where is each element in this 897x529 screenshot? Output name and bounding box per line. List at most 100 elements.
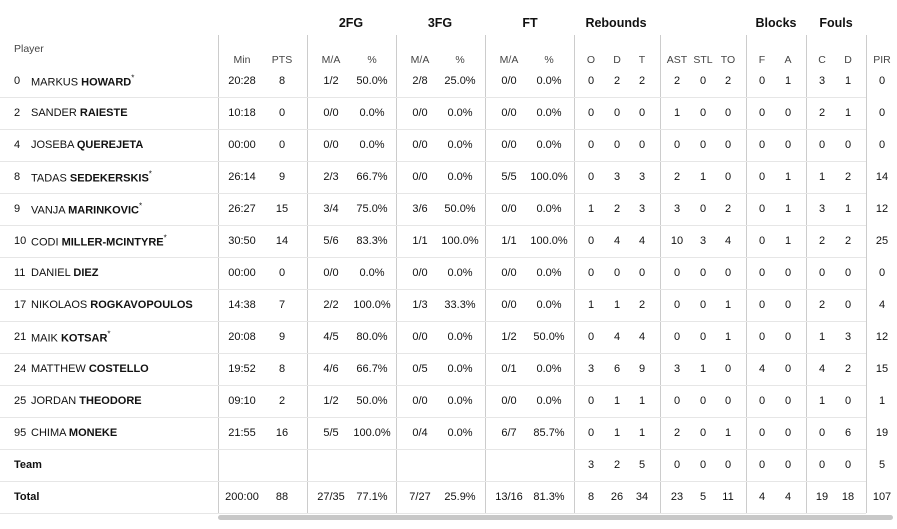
stat-cell: 0 bbox=[844, 139, 852, 151]
stat-cell: 3/6 bbox=[412, 203, 428, 215]
player-name: VANJA MARINKOVIC* bbox=[31, 202, 142, 217]
row-divider bbox=[0, 161, 866, 162]
stat-cell: 85.7% bbox=[533, 427, 565, 439]
stat-cell: 107 bbox=[872, 491, 892, 503]
row-divider bbox=[0, 129, 866, 130]
stat-cell: 0 bbox=[724, 459, 732, 471]
stat-cell: 23 bbox=[670, 491, 684, 503]
stat-cell: 0 bbox=[784, 267, 792, 279]
stat-cell: 1 bbox=[784, 203, 792, 215]
stat-cell: 1 bbox=[818, 395, 826, 407]
stat-cell: 3 bbox=[673, 203, 681, 215]
stat-cell: 0 bbox=[758, 235, 766, 247]
stat-cell: 3 bbox=[638, 171, 646, 183]
stat-cell: 2 bbox=[638, 75, 646, 87]
stat-cell: 5 bbox=[638, 459, 646, 471]
stat-cell: 1 bbox=[587, 203, 595, 215]
player-number: 17 bbox=[14, 299, 27, 311]
name-part: HOWARD bbox=[81, 76, 132, 89]
stat-cell: 0.0% bbox=[447, 427, 473, 439]
stat-cell: 1 bbox=[638, 395, 646, 407]
stat-cell: 9 bbox=[638, 363, 646, 375]
column-header: % bbox=[367, 54, 377, 66]
player-name: TADAS SEDEKERSKIS* bbox=[31, 170, 152, 185]
stat-cell: 83.3% bbox=[356, 235, 388, 247]
column-divider bbox=[866, 35, 867, 513]
stat-cell: 200:00 bbox=[225, 491, 259, 503]
stat-cell: 1 bbox=[638, 427, 646, 439]
stat-cell: 1 bbox=[673, 107, 681, 119]
player-number: 0 bbox=[14, 75, 21, 87]
row-divider bbox=[0, 481, 866, 482]
stat-cell: 0 bbox=[878, 75, 886, 87]
column-divider bbox=[574, 35, 575, 513]
stat-cell: 4 bbox=[758, 491, 766, 503]
stat-cell: 0 bbox=[818, 427, 826, 439]
group-header: 3FG bbox=[427, 16, 453, 30]
player-number: 25 bbox=[14, 395, 27, 407]
stat-cell: 15 bbox=[275, 203, 289, 215]
stat-cell: 50.0% bbox=[356, 75, 388, 87]
stat-cell: 0/0 bbox=[412, 331, 428, 343]
stat-cell: 0 bbox=[587, 331, 595, 343]
stat-cell: 14 bbox=[275, 235, 289, 247]
stat-cell: 5 bbox=[699, 491, 707, 503]
stat-cell: 0/0 bbox=[501, 395, 517, 407]
stat-cell: 3 bbox=[818, 203, 826, 215]
stat-cell: 0/0 bbox=[323, 107, 339, 119]
stat-cell: 0 bbox=[699, 267, 707, 279]
stat-cell: 4 bbox=[638, 235, 646, 247]
name-part: THEODORE bbox=[79, 395, 142, 407]
stat-cell: 0.0% bbox=[536, 267, 562, 279]
stat-cell: 0 bbox=[587, 171, 595, 183]
stat-cell: 0.0% bbox=[536, 395, 562, 407]
stat-cell: 0 bbox=[784, 107, 792, 119]
stat-cell: 0 bbox=[878, 107, 886, 119]
stat-cell: 0 bbox=[784, 299, 792, 311]
column-divider bbox=[660, 35, 661, 513]
stat-cell: 0 bbox=[758, 395, 766, 407]
stat-cell: 0/0 bbox=[323, 139, 339, 151]
stat-cell: 19 bbox=[875, 427, 889, 439]
stat-cell: 2 bbox=[724, 203, 732, 215]
name-part: QUEREJETA bbox=[76, 139, 144, 151]
stat-cell: 0.0% bbox=[447, 139, 473, 151]
column-divider bbox=[746, 35, 747, 513]
column-header: D bbox=[613, 54, 621, 66]
stat-cell: 1 bbox=[699, 363, 707, 375]
column-divider bbox=[218, 35, 219, 513]
stat-cell: 0 bbox=[758, 427, 766, 439]
stat-cell: 0 bbox=[278, 139, 286, 151]
name-part: KOTSAR bbox=[60, 332, 108, 345]
row-divider bbox=[0, 513, 866, 514]
stat-cell: 80.0% bbox=[356, 331, 388, 343]
stat-cell: 0/0 bbox=[412, 139, 428, 151]
stat-cell: 2/3 bbox=[323, 171, 339, 183]
player-name: CHIMA MONEKE bbox=[31, 427, 117, 439]
stat-cell: 0 bbox=[758, 75, 766, 87]
stat-cell: 2 bbox=[278, 395, 286, 407]
stat-cell: 1 bbox=[613, 427, 621, 439]
stat-cell: 0.0% bbox=[536, 363, 562, 375]
stat-cell: 0 bbox=[784, 395, 792, 407]
player-number: 24 bbox=[14, 363, 27, 375]
player-number: 95 bbox=[14, 427, 27, 439]
name-part: DANIEL bbox=[31, 267, 74, 279]
stat-cell: 1 bbox=[818, 331, 826, 343]
name-part: SANDER bbox=[31, 107, 80, 119]
column-header: C bbox=[818, 54, 826, 66]
stat-cell: 25.9% bbox=[444, 491, 476, 503]
stat-cell: 0/0 bbox=[501, 299, 517, 311]
stat-cell: 0 bbox=[758, 459, 766, 471]
stat-cell: 0/0 bbox=[323, 267, 339, 279]
stat-cell: 0 bbox=[844, 459, 852, 471]
stat-cell: 8 bbox=[587, 491, 595, 503]
stat-cell: 0 bbox=[587, 427, 595, 439]
stat-cell: 25 bbox=[875, 235, 889, 247]
stat-cell: 0/5 bbox=[412, 363, 428, 375]
stat-cell: 0 bbox=[613, 139, 621, 151]
player-name: MARKUS HOWARD* bbox=[31, 74, 134, 89]
stat-cell: 2 bbox=[673, 427, 681, 439]
stat-cell: 3 bbox=[673, 363, 681, 375]
player-number: 4 bbox=[14, 139, 21, 151]
